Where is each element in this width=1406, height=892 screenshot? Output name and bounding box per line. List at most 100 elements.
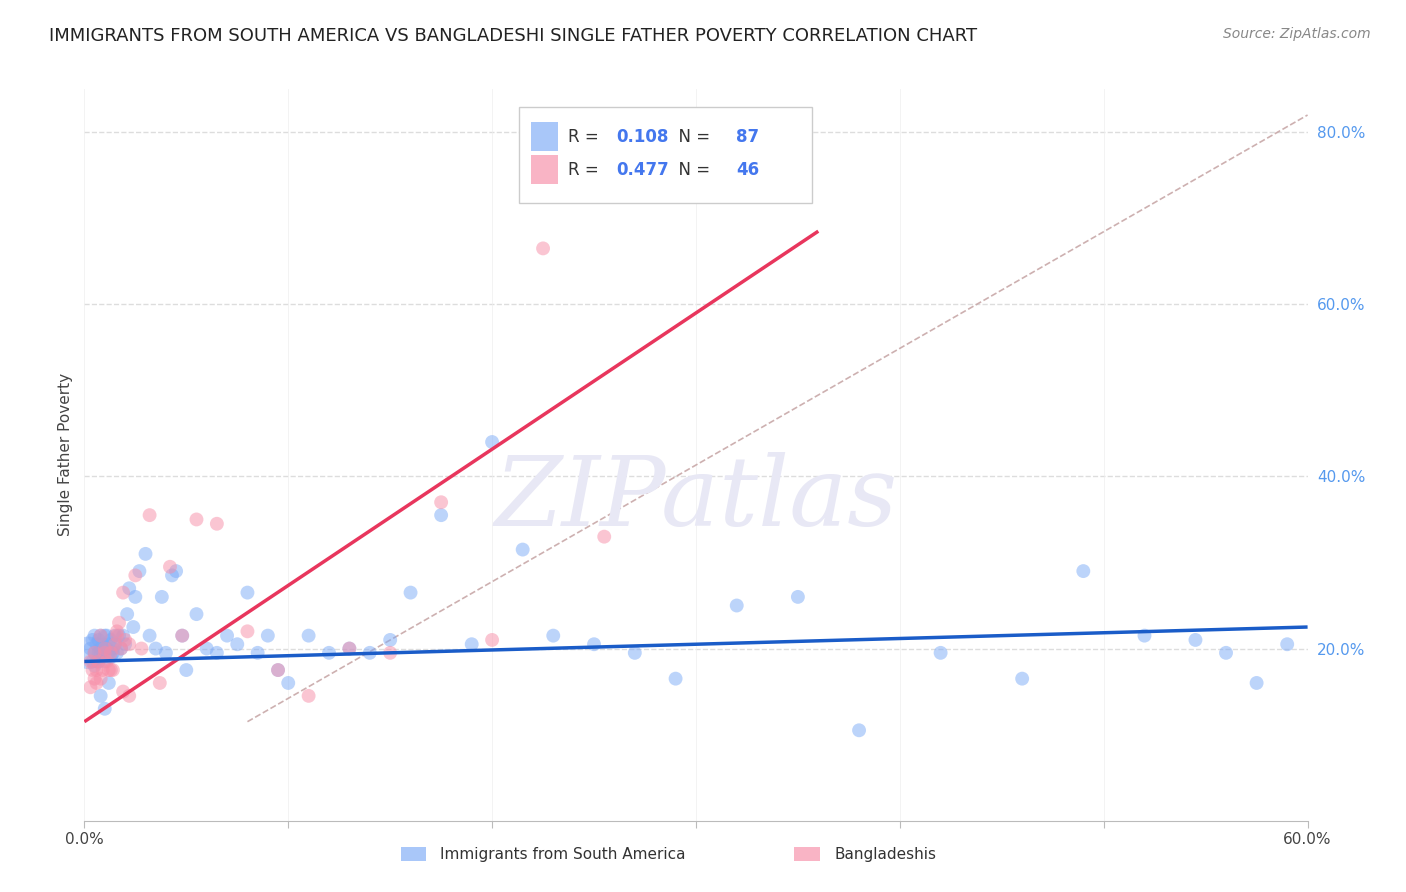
Point xyxy=(93,655,115,669)
Point xyxy=(90,641,112,656)
Point xyxy=(481,632,503,647)
Point xyxy=(172,629,194,643)
Text: 0.108: 0.108 xyxy=(616,128,669,145)
Point xyxy=(399,585,422,599)
Point xyxy=(665,181,688,195)
Point xyxy=(128,564,150,578)
Point xyxy=(104,629,127,643)
Point xyxy=(380,632,402,647)
Point xyxy=(430,508,453,523)
Text: N =: N = xyxy=(668,161,716,178)
Point xyxy=(82,655,104,669)
Point xyxy=(83,646,105,660)
Point xyxy=(101,663,124,677)
Point xyxy=(90,672,112,686)
Point xyxy=(100,646,122,660)
Point xyxy=(100,663,122,677)
Text: Bangladeshis: Bangladeshis xyxy=(835,847,936,862)
Point xyxy=(77,646,100,660)
Point xyxy=(150,590,173,604)
Point xyxy=(205,646,228,660)
Point xyxy=(155,646,177,660)
Point xyxy=(83,646,105,660)
Point xyxy=(593,530,616,544)
Point xyxy=(93,641,115,656)
Point xyxy=(118,689,141,703)
Point xyxy=(298,629,321,643)
Point xyxy=(665,672,688,686)
Point xyxy=(848,723,870,738)
Point xyxy=(929,646,952,660)
Point xyxy=(236,585,259,599)
Point xyxy=(97,637,120,651)
Text: 46: 46 xyxy=(737,161,759,178)
Point xyxy=(79,655,101,669)
Point xyxy=(246,646,269,660)
Point xyxy=(430,495,453,509)
Point xyxy=(226,637,249,651)
FancyBboxPatch shape xyxy=(531,155,558,185)
Point xyxy=(86,655,108,669)
Point xyxy=(481,435,503,450)
Point xyxy=(236,624,259,639)
Point xyxy=(108,615,131,630)
Text: R =: R = xyxy=(568,161,603,178)
Point xyxy=(93,702,115,716)
Point xyxy=(195,641,218,656)
Text: Immigrants from South America: Immigrants from South America xyxy=(440,847,685,862)
Point xyxy=(159,559,181,574)
Text: 87: 87 xyxy=(737,128,759,145)
Point xyxy=(131,641,153,656)
Point xyxy=(267,663,290,677)
Point xyxy=(205,516,228,531)
Point xyxy=(87,655,110,669)
Point xyxy=(104,637,127,651)
Point xyxy=(1011,672,1033,686)
FancyBboxPatch shape xyxy=(531,122,558,152)
Point xyxy=(118,637,141,651)
Point xyxy=(135,547,157,561)
Point xyxy=(118,582,141,596)
Point xyxy=(91,650,114,665)
Point xyxy=(91,663,114,677)
Point xyxy=(79,680,101,694)
Point xyxy=(101,646,124,660)
Point xyxy=(112,629,135,643)
Point xyxy=(339,641,361,656)
Point xyxy=(90,629,112,643)
Point xyxy=(90,629,112,643)
Point xyxy=(93,629,115,643)
Point xyxy=(105,629,128,643)
Text: IMMIGRANTS FROM SOUTH AMERICA VS BANGLADESHI SINGLE FATHER POVERTY CORRELATION C: IMMIGRANTS FROM SOUTH AMERICA VS BANGLAD… xyxy=(49,27,977,45)
Point xyxy=(160,568,183,582)
Point xyxy=(97,676,120,690)
Point xyxy=(90,689,112,703)
Point xyxy=(100,632,122,647)
Point xyxy=(1133,629,1156,643)
Point xyxy=(105,624,128,639)
Point xyxy=(112,585,135,599)
Point xyxy=(114,637,136,651)
Point xyxy=(257,629,280,643)
Point xyxy=(1277,637,1299,651)
Point xyxy=(90,646,112,660)
Text: N =: N = xyxy=(668,128,716,145)
Point xyxy=(112,684,135,698)
Point xyxy=(138,508,160,523)
Point xyxy=(87,632,110,647)
Point xyxy=(83,629,105,643)
Point xyxy=(87,655,110,669)
Point xyxy=(725,599,748,613)
Point xyxy=(543,629,565,643)
Point xyxy=(104,637,127,651)
Point xyxy=(531,241,554,255)
Point xyxy=(96,655,118,669)
Point xyxy=(83,658,105,673)
Point xyxy=(217,629,239,643)
Point xyxy=(145,641,167,656)
Point xyxy=(86,663,108,677)
Point xyxy=(108,629,131,643)
Point xyxy=(101,641,124,656)
Point xyxy=(1073,564,1095,578)
Point xyxy=(82,663,104,677)
